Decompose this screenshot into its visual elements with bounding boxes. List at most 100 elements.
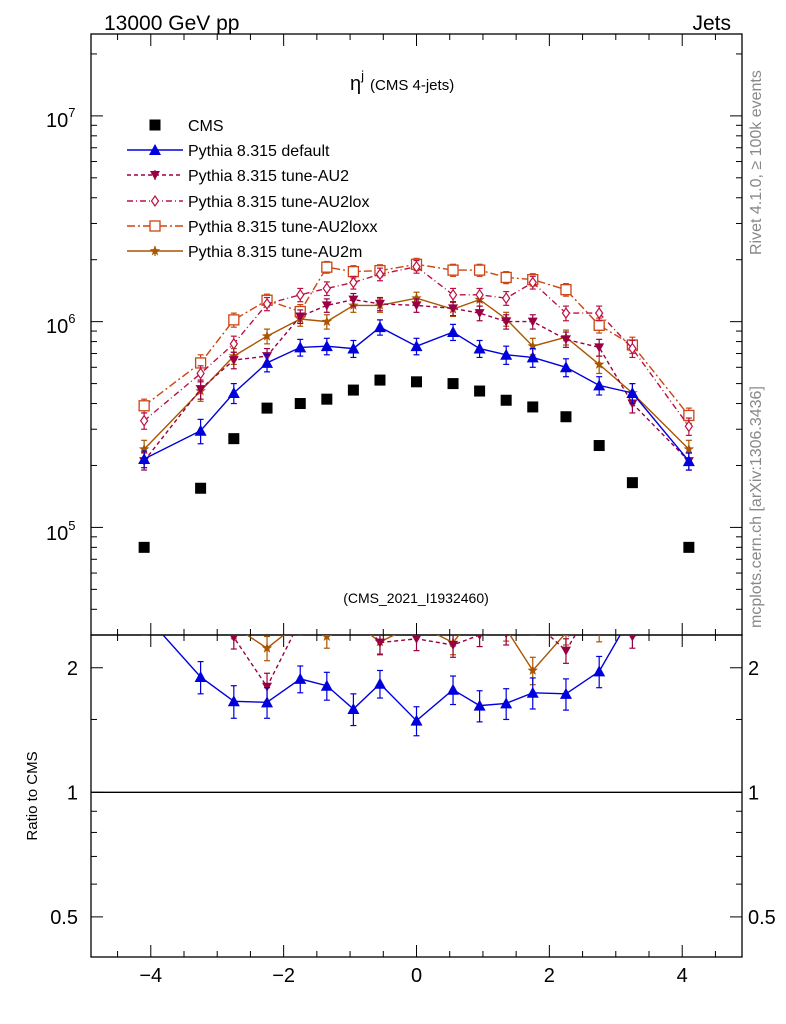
ratio-panel-frame	[90, 634, 743, 958]
data-point-au2lox	[349, 276, 358, 289]
series-au2lox	[139, 260, 694, 437]
ratio-point-au2loxx	[412, 552, 422, 562]
data-point-au2loxx	[321, 261, 333, 273]
x-tick-label-0: 0	[411, 965, 422, 987]
ratio-point-au2lox	[629, 517, 636, 527]
data-point-au2loxx	[473, 264, 486, 276]
data-point-cms	[474, 385, 486, 397]
data-point-au2	[411, 301, 422, 311]
ratio-point-au2lox	[230, 596, 237, 606]
y-tick-label-1e7-exp: 7	[68, 105, 75, 120]
ratio-series-default	[162, 615, 695, 737]
series-line-au2	[143, 298, 690, 462]
legend-marker-default	[149, 144, 161, 155]
series-au2m	[138, 291, 695, 460]
data-point-au2lox	[229, 337, 239, 350]
ratio-point-default	[473, 699, 486, 711]
ratio-point-au2lox	[197, 557, 204, 567]
data-point-default	[447, 326, 460, 338]
legend-marker-au2	[150, 171, 160, 180]
data-point-au2lox	[594, 307, 604, 320]
ratio-y-tick-label-right-1: 1	[748, 782, 759, 804]
data-point-au2loxx	[228, 314, 240, 326]
series-line-au2lox	[143, 265, 690, 427]
plot-title-sub: (CMS 4-jets)	[370, 77, 454, 94]
data-point-default	[410, 340, 423, 352]
ratio-point-au2m	[295, 617, 306, 627]
ratio-point-default	[683, 615, 695, 626]
ratio-point-au2lox	[297, 567, 304, 577]
ratio-point-au2loxx	[501, 540, 511, 550]
ratio-point-au2m	[139, 589, 150, 599]
data-point-au2	[374, 299, 385, 309]
data-point-default	[473, 342, 486, 354]
ratio-point-au2loxx	[375, 567, 385, 577]
main-panel-marks	[138, 257, 695, 553]
data-point-cms	[593, 440, 605, 452]
ratio-point-au2	[196, 591, 206, 600]
plot-title-sup: j	[360, 68, 364, 83]
ratio-point-au2lox	[562, 578, 569, 588]
ratio-axis-label: Ratio to CMS	[24, 751, 41, 840]
axis-ticks	[91, 34, 742, 958]
data-point-au2loxx	[447, 264, 459, 276]
ratio-point-au2	[348, 607, 358, 616]
data-point-default	[682, 455, 695, 467]
data-point-au2	[195, 385, 206, 395]
ratio-point-default	[526, 686, 539, 698]
ratio-point-default	[261, 696, 274, 708]
ratio-point-au2lox	[596, 521, 603, 531]
ratio-y-tick-label-1: 1	[67, 782, 78, 804]
legend-label-au2: Pythia 8.315 tune-AU2	[188, 168, 349, 185]
ratio-point-au2loxx	[262, 570, 272, 580]
ratio-point-au2loxx	[627, 509, 637, 519]
legend-marker-cms	[149, 119, 161, 131]
series-cms	[138, 374, 695, 553]
data-point-cms	[500, 394, 512, 406]
ratio-point-au2lox	[323, 565, 330, 575]
plot-title-main: η	[350, 73, 361, 95]
data-point-default	[626, 387, 639, 399]
data-point-au2loxx	[560, 284, 572, 296]
ratio-point-au2loxx	[561, 532, 571, 542]
x-tick-label-m2: −2	[272, 965, 295, 987]
series-default	[138, 319, 695, 471]
ratio-point-au2	[476, 635, 483, 640]
ratio-point-au2m	[348, 617, 358, 627]
data-point-au2lox	[475, 288, 484, 301]
legend-label-default: Pythia 8.315 default	[188, 143, 330, 160]
data-point-au2	[560, 335, 571, 345]
data-point-default	[526, 351, 539, 363]
data-point-au2lox	[296, 288, 305, 301]
data-point-au2lox	[262, 297, 272, 310]
data-point-default	[347, 342, 360, 354]
plot-title: ηj (CMS 4-jets)	[350, 68, 454, 95]
ratio-point-default	[347, 702, 360, 714]
y-tick-label-1e5-exp: 5	[68, 518, 75, 533]
ratio-point-au2lox	[413, 557, 420, 567]
ratio-point-au2m	[501, 624, 512, 634]
data-point-au2lox	[684, 420, 694, 433]
ratio-point-au2m	[195, 591, 205, 601]
data-point-cms	[411, 376, 422, 388]
ratio-point-default	[294, 672, 307, 684]
data-point-au2lox	[628, 342, 637, 355]
ratio-series-au2	[139, 591, 692, 702]
ratio-point-au2m	[562, 635, 570, 638]
legend-markers	[127, 119, 183, 256]
side-label-bottom: mcplots.cern.ch [arXiv:1306.3436]	[748, 386, 765, 628]
y-tick-label-1e6-exp: 6	[68, 311, 75, 326]
data-point-cms	[374, 374, 386, 386]
data-point-default	[294, 341, 307, 353]
ratio-point-au2	[528, 617, 538, 626]
data-point-default	[138, 453, 151, 465]
ratio-point-au2loxx	[295, 602, 305, 612]
data-point-cms	[138, 541, 150, 553]
data-point-au2lox	[196, 367, 205, 380]
ratio-point-au2loxx	[322, 521, 332, 531]
ratio-point-au2	[139, 617, 149, 626]
ratio-series-au2lox	[141, 510, 693, 627]
data-point-au2	[474, 309, 485, 319]
data-point-default	[227, 387, 240, 399]
ratio-point-default	[447, 683, 460, 695]
